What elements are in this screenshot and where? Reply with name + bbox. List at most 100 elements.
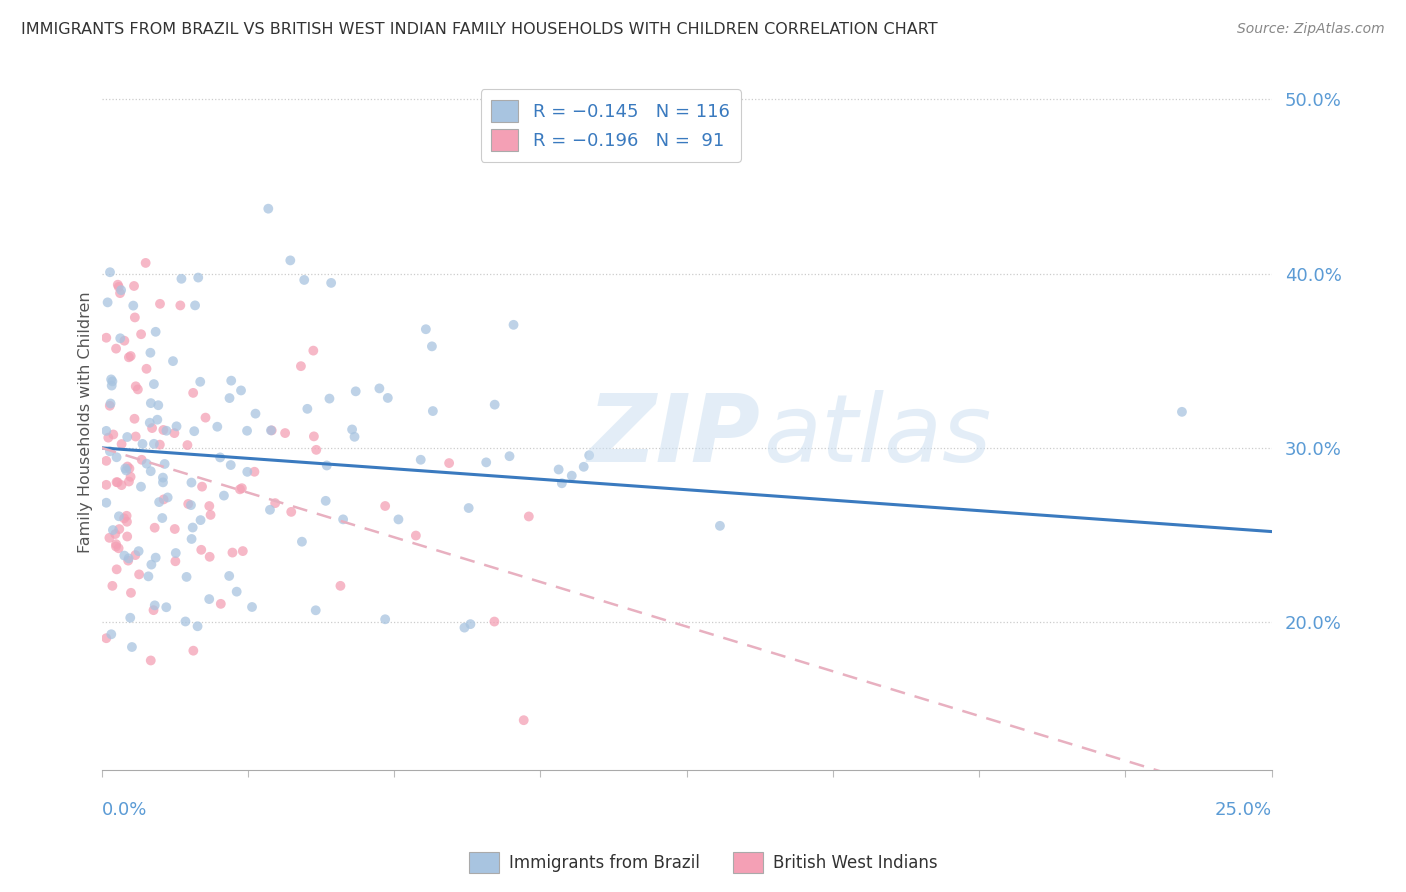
- Point: [149, 297, 172, 311]
- Point: [198, 592, 221, 607]
- Point: [187, 270, 209, 285]
- Point: [117, 553, 139, 567]
- Point: [512, 713, 534, 727]
- Point: [96, 424, 118, 438]
- Point: [108, 286, 131, 301]
- Point: [96, 496, 118, 510]
- Point: [484, 615, 506, 629]
- Point: [112, 511, 135, 525]
- Point: [120, 586, 142, 600]
- Point: [135, 256, 157, 270]
- Point: [96, 631, 118, 645]
- Point: [219, 374, 242, 388]
- Point: [377, 391, 399, 405]
- Point: [105, 475, 128, 490]
- Point: [181, 385, 204, 400]
- Point: [107, 280, 129, 294]
- Point: [139, 345, 162, 359]
- Point: [101, 375, 124, 389]
- Point: [290, 359, 312, 373]
- Point: [329, 579, 352, 593]
- Point: [105, 537, 128, 551]
- Point: [110, 283, 132, 297]
- Point: [551, 476, 574, 491]
- Point: [96, 454, 118, 468]
- Point: [561, 468, 583, 483]
- Point: [278, 253, 301, 268]
- Point: [170, 272, 193, 286]
- Point: [104, 540, 127, 554]
- Point: [139, 464, 162, 478]
- Point: [547, 462, 569, 476]
- Point: [437, 456, 460, 470]
- Point: [118, 475, 141, 489]
- Point: [129, 327, 152, 342]
- Point: [191, 480, 214, 494]
- Point: [180, 475, 202, 490]
- Legend: R = −0.145   N = 116, R = −0.196   N =  91: R = −0.145 N = 116, R = −0.196 N = 91: [481, 89, 741, 162]
- Point: [198, 549, 221, 564]
- Point: [260, 423, 283, 437]
- Point: [112, 334, 135, 348]
- Point: [578, 448, 600, 462]
- Point: [125, 379, 148, 393]
- Point: [139, 416, 162, 430]
- Point: [100, 396, 122, 410]
- Point: [415, 322, 437, 336]
- Point: [194, 410, 217, 425]
- Point: [374, 612, 396, 626]
- Point: [138, 569, 160, 583]
- Point: [292, 273, 315, 287]
- Point: [148, 495, 170, 509]
- Point: [209, 450, 232, 465]
- Point: [115, 430, 138, 444]
- Point: [315, 458, 337, 473]
- Point: [405, 528, 427, 542]
- Point: [502, 318, 524, 332]
- Point: [225, 584, 247, 599]
- Point: [100, 372, 122, 386]
- Text: Source: ZipAtlas.com: Source: ZipAtlas.com: [1237, 22, 1385, 37]
- Point: [129, 480, 152, 494]
- Point: [498, 449, 520, 463]
- Point: [188, 375, 211, 389]
- Point: [180, 532, 202, 546]
- Point: [209, 597, 232, 611]
- Point: [274, 426, 297, 441]
- Point: [122, 279, 145, 293]
- Point: [245, 407, 267, 421]
- Point: [709, 519, 731, 533]
- Point: [125, 429, 148, 443]
- Point: [101, 579, 124, 593]
- Point: [232, 544, 254, 558]
- Point: [409, 452, 432, 467]
- Point: [107, 475, 129, 490]
- Point: [332, 512, 354, 526]
- Point: [484, 398, 506, 412]
- Point: [122, 299, 145, 313]
- Point: [156, 491, 179, 505]
- Point: [142, 377, 165, 392]
- Point: [117, 551, 139, 566]
- Point: [165, 546, 187, 560]
- Point: [257, 202, 280, 216]
- Point: [115, 463, 138, 477]
- Point: [174, 615, 197, 629]
- Point: [181, 520, 204, 534]
- Point: [422, 404, 444, 418]
- Point: [236, 465, 259, 479]
- Point: [229, 483, 252, 497]
- Point: [149, 437, 172, 451]
- Point: [100, 378, 122, 392]
- Point: [517, 509, 540, 524]
- Point: [115, 508, 138, 523]
- Point: [302, 429, 325, 443]
- Point: [221, 545, 243, 559]
- Point: [198, 499, 221, 513]
- Point: [340, 422, 363, 436]
- Point: [120, 611, 142, 625]
- Point: [176, 438, 198, 452]
- Point: [260, 424, 283, 438]
- Point: [112, 549, 135, 563]
- Point: [343, 430, 366, 444]
